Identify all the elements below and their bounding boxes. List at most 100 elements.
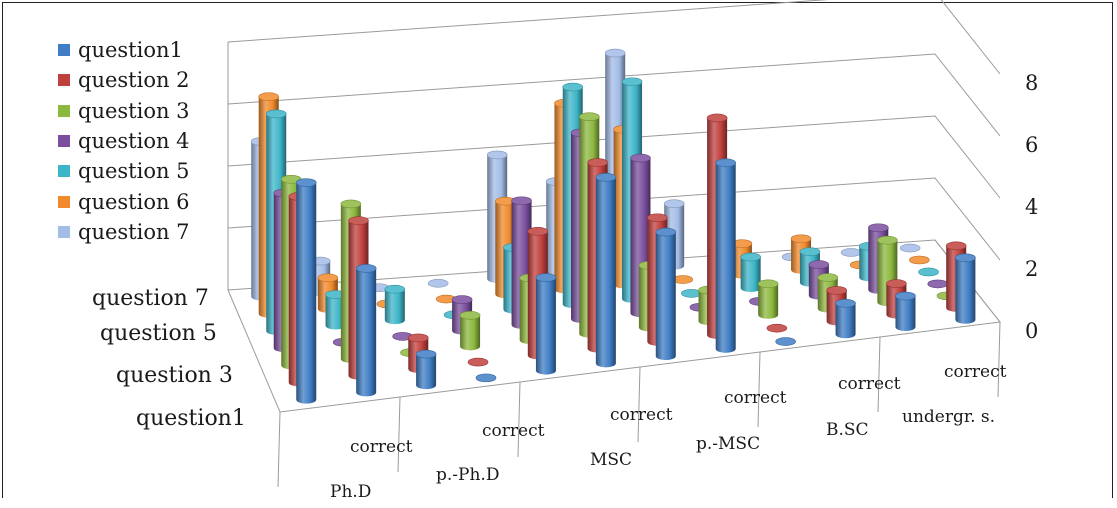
bar-top: [630, 153, 651, 163]
legend-item: question 7: [58, 217, 190, 247]
bar-top: [595, 173, 617, 182]
bar-question1-2: [415, 349, 437, 390]
bar-top: [415, 349, 437, 359]
category-separator: [757, 351, 761, 428]
legend-item: question 2: [58, 65, 190, 95]
bar-top: [766, 323, 788, 333]
legend-swatch: [58, 104, 70, 117]
category-separator: [397, 396, 401, 473]
bar-body: [356, 268, 377, 397]
bar-top: [918, 267, 939, 277]
gridline: [227, 53, 1001, 137]
bar-top: [868, 223, 889, 233]
bar-body: [835, 303, 856, 339]
chart-legend: question1 question 2 question 3 question 4 q…: [58, 35, 190, 247]
bar-top: [451, 295, 473, 304]
x-tick-label: B.SC: [826, 420, 869, 440]
bar-top: [927, 279, 949, 289]
bar-question3-3: [459, 311, 481, 351]
bar-question7-3: [427, 278, 449, 288]
bar-top: [258, 92, 280, 102]
bar-question1-5: [595, 173, 617, 368]
legend-item: question1: [58, 35, 190, 65]
bar-top: [706, 113, 728, 123]
legend-swatch: [58, 44, 70, 57]
legend-label: question 2: [78, 68, 190, 93]
bar-question1-9: [835, 298, 856, 339]
bar-top: [955, 253, 976, 263]
bar-top: [562, 82, 584, 92]
chart-bars: [250, 48, 976, 404]
gridline: [227, 115, 1001, 199]
bar-top: [895, 291, 916, 301]
bar-body: [715, 162, 736, 353]
legend-swatch: [58, 74, 70, 87]
bar-body: [758, 283, 779, 319]
bar-question5-2: [384, 284, 406, 325]
bar-top: [757, 279, 779, 289]
x-tick-label: correct: [944, 362, 1007, 382]
legend-swatch: [58, 165, 70, 178]
legend-item: question 3: [58, 96, 190, 126]
bar-body: [955, 257, 976, 324]
bar-question1-1: [355, 264, 377, 397]
bar-body: [325, 294, 346, 330]
y-tick-label: 0: [1025, 319, 1038, 343]
bar-top: [817, 273, 839, 282]
bar-question7-11: [899, 243, 921, 253]
z-tick-label: question 5: [100, 321, 217, 346]
bar-question2-8: [766, 323, 788, 333]
bar-top: [663, 199, 685, 208]
bar-top: [579, 112, 600, 122]
bar-top: [826, 286, 847, 295]
bar-question5-1: [325, 290, 346, 330]
legend-item: question 4: [58, 126, 190, 156]
bar-top: [899, 243, 921, 253]
bar-top: [877, 235, 898, 245]
bar-question1-0: [295, 178, 317, 404]
bar-top: [945, 241, 967, 251]
legend-item: question 5: [58, 156, 190, 186]
bar-body: [895, 296, 916, 332]
z-tick-label: question1: [136, 406, 246, 431]
x-tick-label: correct: [610, 405, 673, 425]
bar-body: [535, 277, 556, 375]
bar-top: [467, 357, 489, 367]
legend-label: question1: [78, 38, 183, 63]
legend-label: question 4: [78, 129, 190, 154]
bar-body: [655, 232, 676, 361]
gridline: [227, 0, 1001, 75]
bar-question3-8: [757, 279, 779, 319]
bar-question1-7: [715, 158, 737, 353]
x-tick-label: p.-MSC: [696, 434, 760, 454]
bar-top: [808, 260, 830, 269]
bar-top: [265, 109, 287, 119]
x-tick-label: correct: [482, 421, 545, 441]
bar-top: [799, 247, 821, 256]
bar-body: [460, 315, 481, 351]
bar-top: [655, 227, 677, 237]
bar-top: [886, 279, 907, 288]
bar-top: [511, 196, 532, 206]
legend-label: question 3: [78, 98, 190, 123]
bar-body: [595, 177, 616, 368]
bar-top: [527, 227, 549, 236]
bar-top: [909, 255, 930, 265]
bar-question2-3: [467, 357, 489, 367]
y-tick-label: 8: [1025, 71, 1038, 95]
legend-swatch: [58, 135, 70, 148]
z-tick-label: question 7: [92, 286, 209, 311]
bar-top: [459, 311, 481, 320]
bar-body: [416, 354, 437, 390]
bar-top: [427, 278, 449, 288]
legend-item: question 6: [58, 186, 190, 216]
bar-question5-11: [918, 267, 939, 277]
category-separator: [517, 381, 521, 458]
y-tick-label: 2: [1025, 257, 1038, 281]
bar-question7-10: [840, 248, 862, 257]
bar-top: [740, 252, 761, 262]
bar-top: [790, 234, 812, 244]
bar-question1-11: [955, 253, 976, 324]
bar-top: [348, 216, 369, 225]
